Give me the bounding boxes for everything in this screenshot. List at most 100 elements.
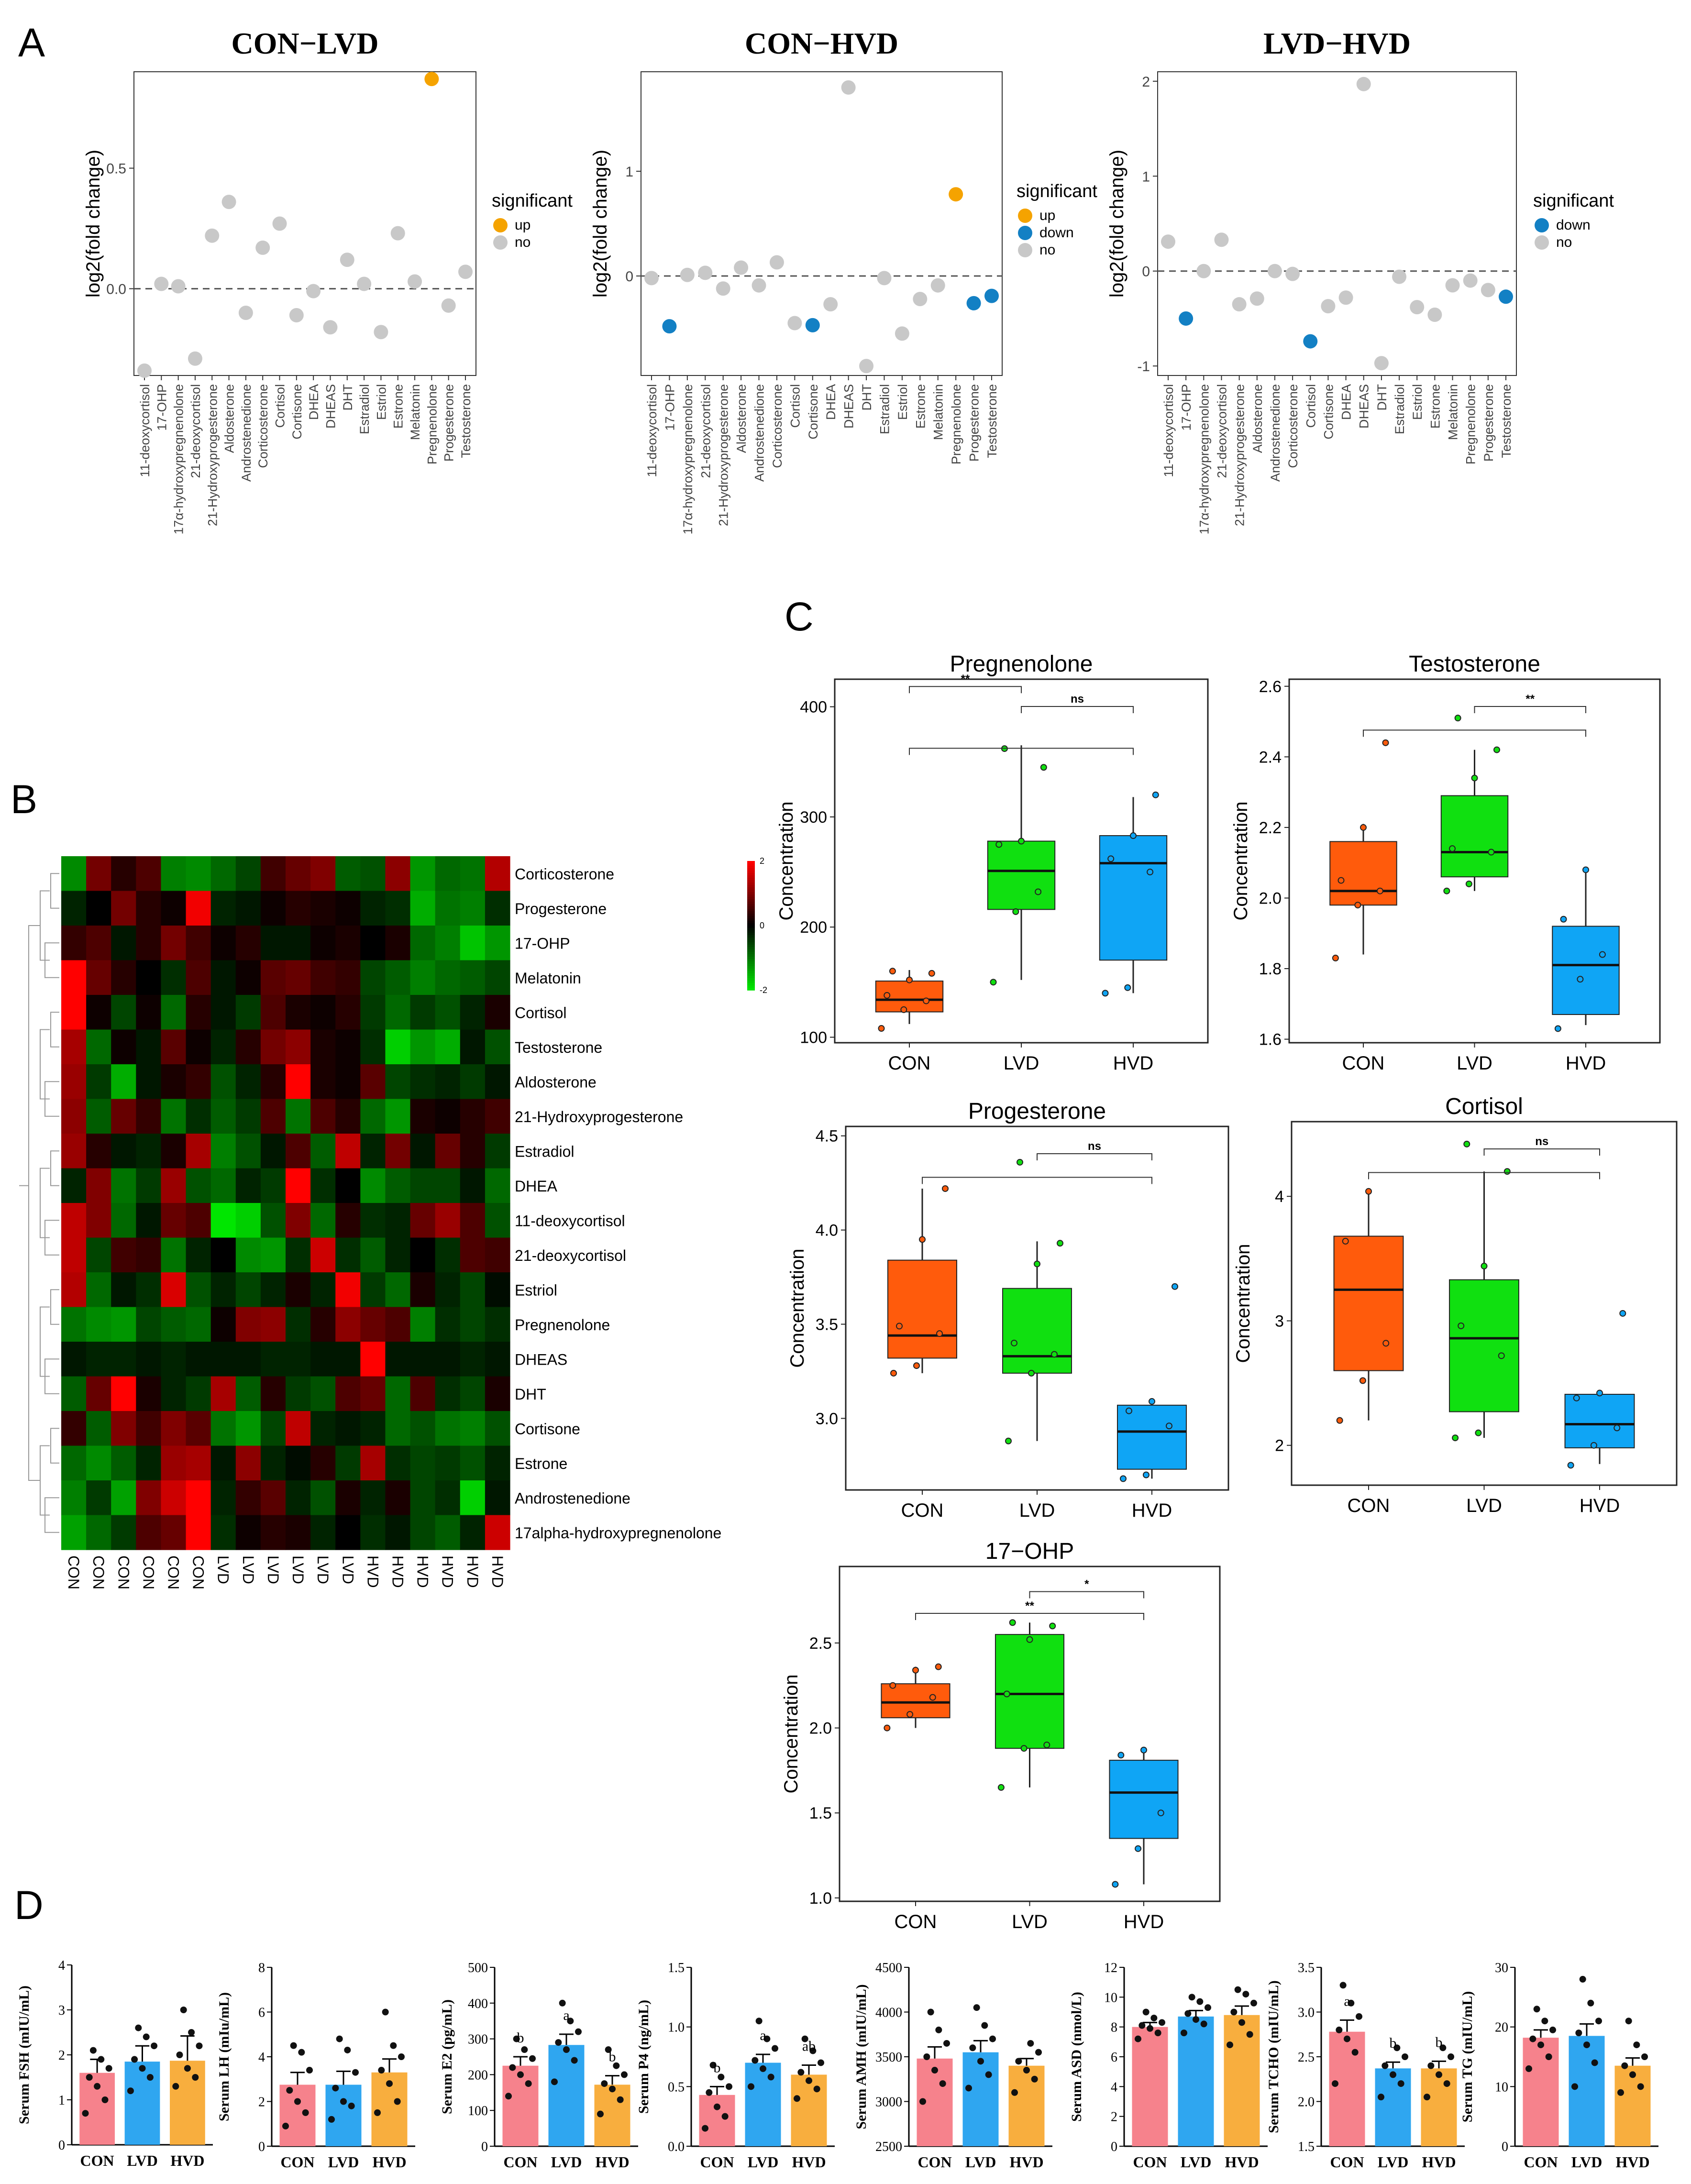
y-tick-label: 100 — [468, 2104, 488, 2118]
sig-letter: ab — [802, 2038, 816, 2054]
point-no — [1392, 269, 1407, 284]
heat-cell — [310, 1168, 336, 1203]
data-point — [1188, 1994, 1195, 2001]
data-point — [1378, 2094, 1384, 2101]
heat-cell — [61, 960, 87, 995]
heat-cell — [460, 1480, 486, 1516]
data-point — [1575, 2030, 1582, 2037]
heat-cell — [161, 891, 187, 926]
heat-cell — [186, 1515, 211, 1550]
heat-cell — [235, 1272, 261, 1308]
x-tick-label: HVD — [372, 2153, 406, 2171]
color-key-step — [747, 978, 755, 981]
bar-con — [1132, 2027, 1168, 2146]
point-down — [1179, 311, 1194, 326]
heat-cell — [86, 1237, 111, 1273]
heat-cell — [186, 1099, 211, 1134]
error-bar — [1625, 2057, 1640, 2066]
heat-cell — [86, 1411, 111, 1446]
y-tick-label: 3 — [1275, 1312, 1284, 1330]
bar-amh: 2500 3000 3500 4000 4500 Serum AMH (mIU/mL) CO… — [853, 1961, 1052, 2171]
x-tick-label: DHEA — [1339, 384, 1354, 420]
col-label: CON — [140, 1555, 157, 1589]
y-tick-label: 1.0 — [668, 2020, 685, 2035]
chart-title: LVD−HVD — [1263, 26, 1411, 60]
box-con — [1333, 1235, 1404, 1371]
col-label: CON — [65, 1555, 82, 1589]
data-point — [127, 2087, 134, 2095]
data-point — [884, 992, 891, 999]
point-no — [698, 265, 713, 280]
heat-cell — [485, 1237, 510, 1273]
y-tick-label: 1.5 — [668, 1961, 685, 1975]
data-point — [1018, 838, 1025, 845]
color-key-label: -2 — [760, 985, 767, 995]
data-point — [919, 2098, 926, 2105]
data-point — [192, 2074, 199, 2081]
data-point — [767, 2074, 774, 2081]
data-point — [1348, 1999, 1355, 2007]
data-point — [997, 1784, 1005, 1791]
data-point — [1023, 2067, 1030, 2074]
x-tick-label: LVD — [1571, 2153, 1603, 2171]
heat-cell — [460, 960, 486, 995]
row-label: Progesterone — [515, 900, 607, 917]
heat-cell — [360, 1445, 386, 1481]
data-point — [1238, 2019, 1245, 2026]
y-tick-label: 6 — [258, 2006, 265, 2020]
heat-cell — [210, 1445, 236, 1481]
chart-title: 17−OHP — [985, 1539, 1074, 1564]
color-key-step — [747, 983, 755, 986]
point-no — [841, 80, 856, 95]
data-point — [1397, 2080, 1404, 2087]
heat-cell — [385, 891, 411, 926]
heat-cell — [210, 1480, 236, 1516]
x-tick-label: 11-deoxycortisol — [645, 384, 659, 477]
heat-cell — [460, 1515, 486, 1550]
x-tick-label: LVD — [965, 2153, 996, 2171]
data-point — [559, 1999, 566, 2007]
box-hvd — [1109, 1760, 1179, 1839]
heat-cell — [111, 1203, 136, 1238]
data-point — [294, 2098, 301, 2105]
point-no — [1427, 308, 1442, 322]
row-label: 17-OHP — [515, 935, 570, 952]
heat-cell — [460, 1203, 486, 1238]
heat-cell — [86, 1168, 111, 1203]
heat-cell — [260, 1307, 286, 1342]
heat-cell — [310, 926, 336, 961]
point-no — [769, 255, 784, 270]
error-bar — [382, 2058, 397, 2073]
legend-title: significant — [492, 191, 573, 211]
data-point — [1230, 2008, 1238, 2016]
heat-cell — [435, 1411, 461, 1446]
y-axis-label: Concentration — [1233, 1244, 1254, 1363]
y-axis-label: Serum P4 (ng/mL) — [636, 2000, 652, 2114]
color-key-step — [747, 928, 755, 931]
data-point — [1200, 2020, 1207, 2028]
data-point — [1043, 1742, 1050, 1749]
heat-cell — [186, 856, 211, 892]
data-point — [942, 1185, 949, 1192]
x-tick-label: LVD — [1004, 1053, 1039, 1074]
heat-cell — [235, 1064, 261, 1100]
point-down — [1303, 334, 1318, 349]
data-point — [1591, 2059, 1598, 2066]
color-key-step — [747, 933, 755, 936]
heat-cell — [460, 1168, 486, 1203]
heat-cell — [310, 1342, 336, 1377]
legend-label: up — [515, 217, 531, 233]
heat-cell — [260, 1099, 286, 1134]
heat-cell — [111, 1099, 136, 1134]
data-point — [1339, 1982, 1347, 1989]
legend-swatch — [1018, 226, 1032, 240]
x-tick-label: HVD — [1124, 1911, 1164, 1932]
heat-cell — [61, 1029, 87, 1065]
color-key-step — [747, 976, 755, 979]
significance-bracket — [1021, 706, 1134, 713]
y-tick-label: 4.0 — [816, 1222, 838, 1240]
error-bar — [756, 2053, 770, 2063]
y-tick-label: 2.2 — [1259, 819, 1282, 837]
data-point — [1443, 887, 1450, 894]
heat-cell — [61, 1342, 87, 1377]
